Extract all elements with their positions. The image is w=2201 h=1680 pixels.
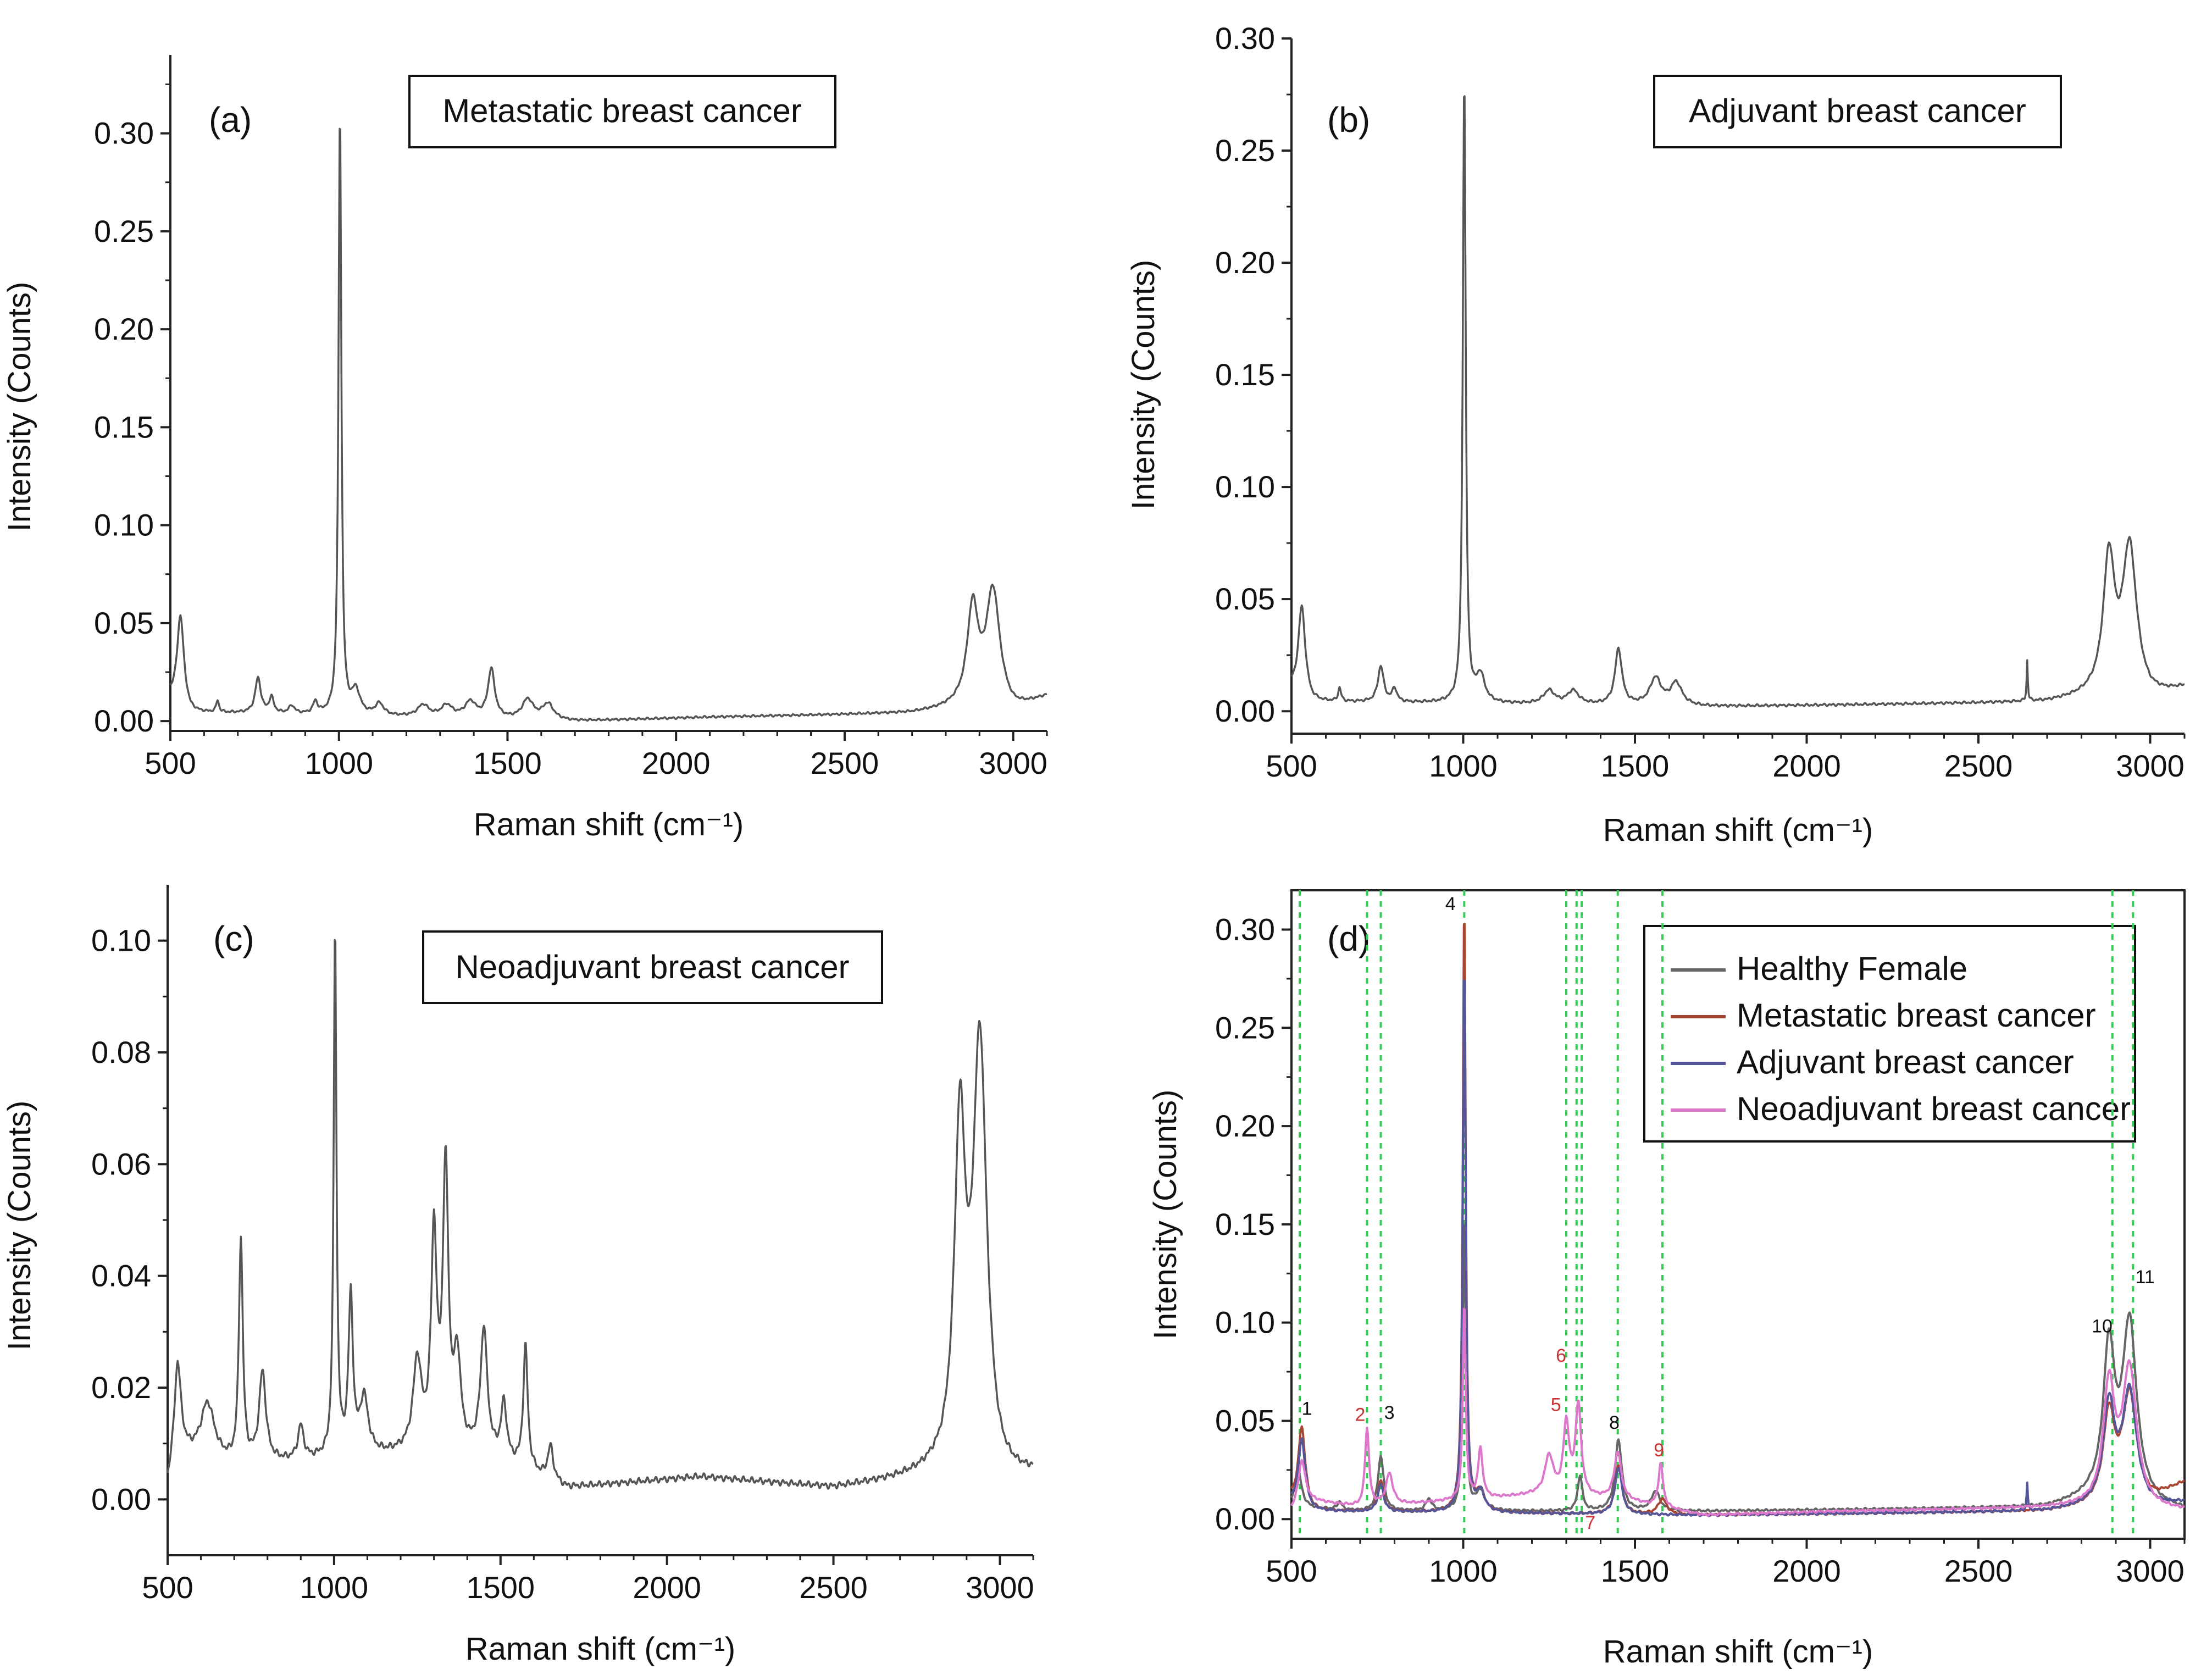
y-tick-label: 0.20 <box>1215 1108 1275 1143</box>
y-tick-label: 0.00 <box>94 703 154 738</box>
x-tick-label: 2000 <box>1772 748 1841 783</box>
legend-label: Metastatic breast cancer <box>1737 997 2096 1034</box>
legend: Healthy Female Metastatic breast cancer Ad… <box>1671 950 2131 1127</box>
panel-title-box <box>1653 75 2062 148</box>
chart-panel-d: (d) Healthy Female Metastatic breast canc… <box>1147 889 2186 1670</box>
series-line-adjuvant-breast-cancer <box>1290 95 2185 708</box>
y-tick-label: 0.25 <box>94 214 154 248</box>
x-tick-label: 3000 <box>966 1570 1034 1605</box>
panel-label: (b) <box>1327 100 1370 140</box>
legend-label: Neoadjuvant breast cancer <box>1737 1090 2131 1127</box>
x-tick-label: 3000 <box>2116 748 2185 783</box>
x-tick-label: 2500 <box>1944 1554 2013 1588</box>
x-tick-label: 1000 <box>304 746 373 780</box>
y-tick-label: 0.08 <box>91 1035 151 1069</box>
x-tick-label: 3000 <box>979 746 1047 780</box>
peak-annotation: 10 <box>2092 1316 2113 1337</box>
peak-annotation: 8 <box>1609 1412 1620 1433</box>
y-tick-label: 0.20 <box>94 312 154 346</box>
x-tick-label: 2500 <box>1944 748 2013 783</box>
y-tick-label: 0.10 <box>94 508 154 542</box>
y-tick-label: 0.05 <box>1215 1403 1275 1438</box>
x-tick-label: 500 <box>145 746 196 780</box>
peak-annotation: 5 <box>1551 1395 1561 1416</box>
series-line-neoadjuvant-breast-cancer <box>1290 1307 2185 1517</box>
x-tick-label: 1500 <box>1601 1554 1670 1588</box>
panel-label: (c) <box>213 919 254 958</box>
y-axis-title: Intensity (Counts) <box>2 282 37 532</box>
x-axis-title: Raman shift (cm⁻¹) <box>1603 1634 1873 1670</box>
x-axis-title: Raman shift (cm⁻¹) <box>474 807 744 842</box>
x-tick-label: 1500 <box>466 1570 535 1605</box>
x-tick-label: 1000 <box>1429 748 1498 783</box>
y-tick-label: 0.30 <box>1215 21 1275 56</box>
y-tick-label: 0.30 <box>1215 912 1275 947</box>
axes: 500 1000 1500 2000 2500 3000 0.00 0.05 0.10 0.15 0… <box>1147 889 2186 1670</box>
y-tick-label: 0.05 <box>94 606 154 640</box>
peak-annotation: 11 <box>2135 1267 2154 1288</box>
x-tick-label: 2000 <box>1772 1554 1841 1588</box>
panel-title: Adjuvant breast cancer <box>1689 92 2026 129</box>
y-tick-label: 0.25 <box>1215 1010 1275 1045</box>
peak-annotation: 9 <box>1654 1440 1664 1461</box>
x-axis-title: Raman shift (cm⁻¹) <box>465 1631 735 1667</box>
peak-annotation: 1 <box>1302 1399 1312 1420</box>
x-tick-label: 2000 <box>642 746 711 780</box>
chart-panel-a: (a) Metastatic breast cancer 500 1000 1500… <box>2 55 1048 842</box>
legend-label: Adjuvant breast cancer <box>1737 1044 2074 1080</box>
axes: 500 1000 1500 2000 2500 3000 0.00 0.05 0.10 0.15 0… <box>1126 21 2186 848</box>
y-tick-label: 0.00 <box>1215 1501 1275 1536</box>
peak-annotation: 4 <box>1445 894 1456 914</box>
y-tick-label: 0.04 <box>91 1258 151 1293</box>
y-tick-label: 0.10 <box>91 923 151 958</box>
panel-title: Neoadjuvant breast cancer <box>455 949 849 985</box>
x-axis-title: Raman shift (cm⁻¹) <box>1603 812 1873 848</box>
y-tick-label: 0.15 <box>1215 357 1275 392</box>
y-axis-title: Intensity (Counts) <box>2 1101 37 1351</box>
peak-annotation: 6 <box>1556 1345 1566 1366</box>
panel-label: (d) <box>1327 919 1370 958</box>
y-tick-label: 0.15 <box>94 409 154 444</box>
y-tick-label: 0.10 <box>1215 469 1275 504</box>
chart-panel-c: (c) Neoadjuvant breast cancer 500 1000 150… <box>2 885 1034 1667</box>
panel-title-box <box>422 930 883 1004</box>
x-tick-label: 1500 <box>473 746 542 780</box>
peak-annotation: 2 <box>1355 1404 1366 1425</box>
x-tick-label: 1000 <box>300 1570 369 1605</box>
panel-title-box <box>408 75 836 148</box>
y-tick-label: 0.10 <box>1215 1305 1275 1340</box>
peak-annotation: 3 <box>1384 1402 1395 1423</box>
chart-panel-b: (b) Adjuvant breast cancer 500 1000 1500 20… <box>1126 21 2186 848</box>
series-line-neoadjuvant-breast-cancer <box>167 939 1034 1490</box>
y-tick-label: 0.06 <box>91 1146 151 1181</box>
x-tick-label: 2000 <box>633 1570 701 1605</box>
y-tick-label: 0.30 <box>94 116 154 151</box>
y-tick-label: 0.20 <box>1215 245 1275 280</box>
x-tick-label: 500 <box>1266 748 1317 783</box>
panel-title: Metastatic breast cancer <box>442 92 802 129</box>
x-tick-label: 500 <box>1266 1554 1317 1588</box>
x-tick-label: 3000 <box>2116 1554 2185 1588</box>
axes: 500 1000 1500 2000 2500 3000 0.00 0.02 0.04 0.06 0… <box>2 885 1034 1667</box>
panel-label: (a) <box>209 100 252 140</box>
y-tick-label: 0.05 <box>1215 581 1275 616</box>
legend-box <box>1643 925 2136 1143</box>
x-tick-label: 2500 <box>799 1570 868 1605</box>
legend-label: Healthy Female <box>1737 950 1967 987</box>
y-tick-label: 0.15 <box>1215 1207 1275 1241</box>
y-tick-label: 0.02 <box>91 1370 151 1405</box>
y-tick-label: 0.00 <box>1215 694 1275 728</box>
axes: 500 1000 1500 2000 2500 3000 0.00 0.05 0.10 0.15 0… <box>2 55 1048 842</box>
x-tick-label: 1000 <box>1429 1554 1498 1588</box>
y-tick-label: 0.00 <box>91 1482 151 1516</box>
y-axis-title: Intensity (Counts) <box>1147 1090 1183 1340</box>
y-axis-title: Intensity (Counts) <box>1126 260 1161 510</box>
x-tick-label: 1500 <box>1601 748 1670 783</box>
peak-annotation: 7 <box>1585 1512 1595 1533</box>
x-tick-label: 2500 <box>811 746 879 780</box>
series-line-metastatic-breast-cancer <box>169 127 1047 722</box>
x-tick-label: 500 <box>142 1570 193 1605</box>
y-tick-label: 0.25 <box>1215 133 1275 168</box>
